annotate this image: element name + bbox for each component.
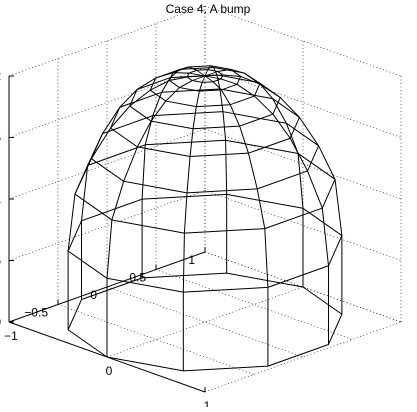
surface-meridian [222, 74, 343, 315]
gridline-side-wall-z [204, 5, 402, 77]
z-tick-label: 0.5 [0, 254, 1, 268]
surface-cap-spoke [204, 69, 209, 77]
gridline-back-wall-z [8, 190, 206, 261]
surface-meridian [106, 80, 193, 357]
x-tick-label: 1 [204, 399, 211, 407]
surface-meridian [81, 72, 189, 300]
surface-meridian [220, 78, 329, 345]
surface-cap-spoke [204, 71, 218, 77]
surface-meridian [67, 76, 188, 330]
surface-meridian [217, 68, 304, 287]
y-tick-label: 1 [188, 253, 195, 267]
z-tick-label: 1 [0, 192, 1, 206]
surface-meridian [207, 65, 228, 274]
z-tick-label: 2 [0, 69, 1, 83]
gridline-floor-y [155, 269, 353, 340]
surface-cap-spoke [201, 75, 206, 83]
gridline-floor-y [106, 286, 304, 358]
gridline-floor-y [57, 304, 255, 375]
surface-ring [74, 139, 336, 234]
x-tick-label: −1 [4, 329, 18, 343]
surface-meridian [212, 81, 269, 367]
z-tick-label: 0 [0, 315, 1, 329]
surface-cap-spoke [204, 75, 222, 80]
surface-cap-spoke [192, 75, 206, 81]
surface-ring [67, 272, 343, 372]
grid [8, 5, 402, 393]
y-tick-label: −0.5 [24, 306, 48, 320]
x-tick-label: 0 [106, 364, 113, 378]
gridline-floor-x [204, 321, 402, 393]
surface-meridian [182, 82, 203, 371]
chart-title: Case 4. A bump [166, 2, 251, 16]
surface-meridian [141, 66, 198, 278]
gridline-back-wall-z [8, 5, 206, 77]
gridline-floor-x [106, 286, 304, 358]
surface-cap-spoke [188, 72, 206, 77]
surface-cap-spoke [204, 75, 214, 83]
surface-mesh [67, 65, 343, 372]
surface-cap-spoke [204, 74, 223, 77]
z-tick-label: 1.5 [0, 131, 1, 145]
surface-cap-spoke [187, 75, 206, 78]
surface-cap-spoke [196, 69, 206, 77]
